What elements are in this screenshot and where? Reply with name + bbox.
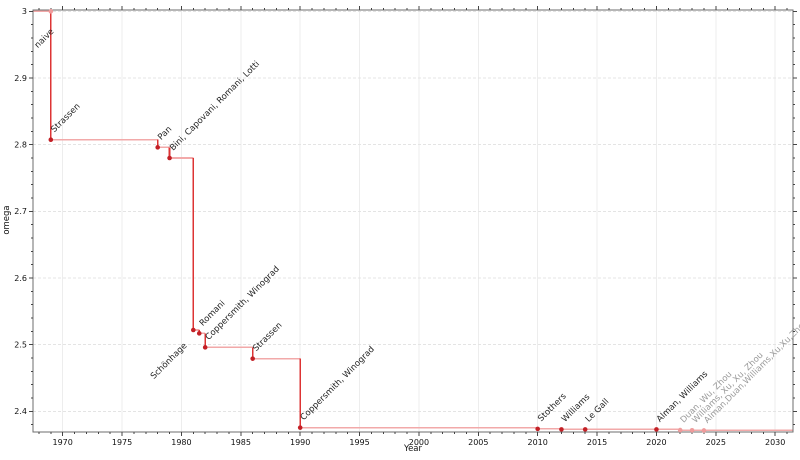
x-tick-label: 1970 — [53, 438, 73, 447]
data-point — [582, 427, 588, 432]
x-tick-label: 2010 — [528, 438, 548, 447]
data-point — [155, 145, 160, 150]
y-tick-label: 2.6 — [14, 274, 27, 283]
y-tick-label: 2.8 — [14, 140, 27, 149]
y-tick-label: 2.7 — [14, 207, 27, 216]
x-tick-label: 1980 — [171, 438, 191, 447]
data-point — [677, 427, 683, 433]
x-tick-label: 1975 — [112, 438, 132, 447]
x-tick-label: 1985 — [231, 438, 251, 447]
data-point — [535, 426, 540, 432]
point-label: naive — [33, 27, 56, 50]
point-label: Strassen — [251, 321, 284, 354]
point-label: Alman,Duan,Williams,Xu,Xu,Zhou — [702, 317, 800, 425]
point-label: Pan — [156, 125, 174, 143]
point-label: Schönhage — [149, 341, 189, 381]
data-point — [297, 425, 303, 430]
y-tick-label: 2.5 — [14, 340, 27, 349]
point-label: Williams, Xu, Xu, Zhou — [691, 350, 766, 425]
y-axis-title: omega — [2, 205, 12, 235]
x-tick-label: 2015 — [587, 438, 607, 447]
y-tick-label: 2.4 — [14, 407, 27, 416]
x-tick-label: 2000 — [409, 438, 429, 447]
data-point — [167, 155, 172, 161]
data-point — [701, 428, 707, 433]
x-tick-label: 1995 — [349, 438, 369, 447]
x-tick-label: 2020 — [646, 438, 666, 447]
point-label: Strassen — [49, 102, 82, 135]
data-point — [191, 327, 196, 333]
y-tick-label: 2.9 — [14, 74, 27, 83]
x-tick-label: 1990 — [290, 438, 310, 447]
data-point — [559, 427, 564, 432]
data-point — [202, 345, 208, 350]
data-point — [196, 331, 202, 336]
plot-frame — [32, 9, 794, 433]
point-label: Bini, Capovani, Romani, Lotti — [168, 59, 262, 153]
x-axis-title: Year — [404, 444, 422, 454]
data-point — [48, 137, 54, 143]
data-point — [250, 356, 255, 361]
data-point-naive — [48, 9, 54, 14]
data-point — [654, 427, 659, 432]
x-tick-label: 2030 — [765, 438, 785, 447]
data-point — [689, 427, 695, 433]
x-tick-label: 2025 — [706, 438, 726, 447]
y-tick-label: 3 — [22, 7, 27, 16]
x-tick-label: 2005 — [468, 438, 488, 447]
